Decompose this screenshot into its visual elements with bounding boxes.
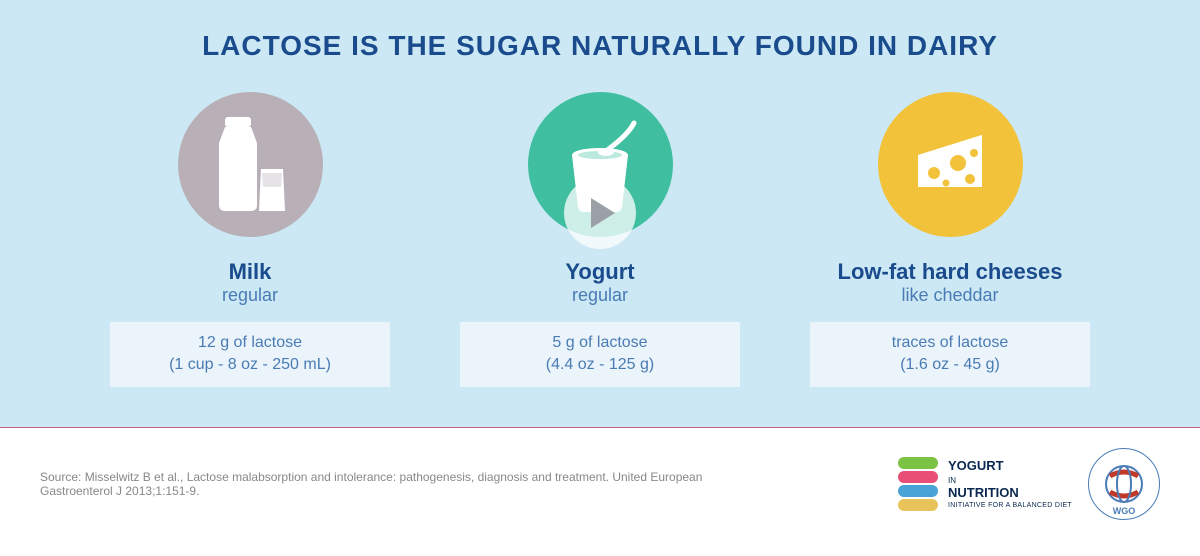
yogurt-in-nutrition-logo: YOGURT IN NUTRITION INITIATIVE FOR A BAL… bbox=[898, 457, 1072, 511]
yogurt-logo-tagline: INITIATIVE FOR A BALANCED DIET bbox=[948, 502, 1072, 509]
wgo-globe-icon bbox=[1102, 462, 1146, 506]
item-subtitle: regular bbox=[572, 285, 628, 306]
item-subtitle: regular bbox=[222, 285, 278, 306]
wgo-logo: WGO bbox=[1088, 448, 1160, 520]
lactose-serving: (1.6 oz - 45 g) bbox=[826, 354, 1074, 376]
item-title: Yogurt bbox=[565, 259, 634, 285]
cheese-icon-circle bbox=[878, 92, 1023, 237]
source-citation: Source: Misselwitz B et al., Lactose mal… bbox=[40, 470, 740, 498]
lactose-amount: 12 g of lactose bbox=[126, 332, 374, 354]
footer: Source: Misselwitz B et al., Lactose mal… bbox=[0, 428, 1200, 530]
lactose-amount: traces of lactose bbox=[826, 332, 1074, 354]
infographic-container: LACTOSE IS THE SUGAR NATURALLY FOUND IN … bbox=[0, 0, 1200, 427]
yogurt-logo-text: YOGURT IN NUTRITION bbox=[948, 459, 1072, 500]
item-milk: Milk regular 12 g of lactose (1 cup - 8 … bbox=[110, 92, 390, 387]
item-subtitle: like cheddar bbox=[901, 285, 998, 306]
lactose-serving: (4.4 oz - 125 g) bbox=[476, 354, 724, 376]
lactose-amount: 5 g of lactose bbox=[476, 332, 724, 354]
item-title: Low-fat hard cheeses bbox=[838, 259, 1063, 285]
headline: LACTOSE IS THE SUGAR NATURALLY FOUND IN … bbox=[40, 30, 1160, 62]
wgo-label: WGO bbox=[1113, 506, 1136, 516]
play-button[interactable] bbox=[564, 177, 636, 249]
logo-group: YOGURT IN NUTRITION INITIATIVE FOR A BAL… bbox=[898, 448, 1160, 520]
lactose-info-box: traces of lactose (1.6 oz - 45 g) bbox=[810, 322, 1090, 387]
yogurt-logo-bars-icon bbox=[898, 457, 938, 511]
milk-icon bbox=[205, 115, 295, 215]
milk-icon-circle bbox=[178, 92, 323, 237]
item-cheese: Low-fat hard cheeses like cheddar traces… bbox=[810, 92, 1090, 387]
item-title: Milk bbox=[229, 259, 272, 285]
lactose-serving: (1 cup - 8 oz - 250 mL) bbox=[126, 354, 374, 376]
lactose-info-box: 5 g of lactose (4.4 oz - 125 g) bbox=[460, 322, 740, 387]
lactose-info-box: 12 g of lactose (1 cup - 8 oz - 250 mL) bbox=[110, 322, 390, 387]
cheese-icon bbox=[900, 115, 1000, 215]
